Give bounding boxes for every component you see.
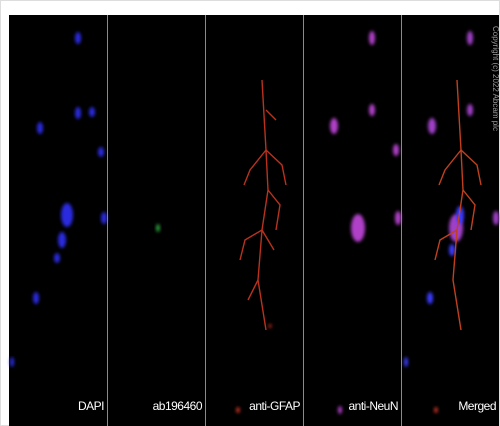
- figure: DAPI ab196460 anti-GFAP anti-NeuN Merged…: [0, 0, 500, 426]
- panel-label: anti-GFAP: [249, 399, 300, 413]
- micrograph: [9, 15, 499, 426]
- panel-label: DAPI: [78, 399, 104, 413]
- copyright: Copyright (c) 2022 Abcam plc: [491, 26, 500, 131]
- panel-label: ab196460: [153, 399, 203, 413]
- green-signal: [156, 224, 160, 232]
- merged-speck: [434, 407, 438, 413]
- panel-label: anti-NeuN: [348, 399, 398, 413]
- panel-label: Merged: [458, 399, 496, 413]
